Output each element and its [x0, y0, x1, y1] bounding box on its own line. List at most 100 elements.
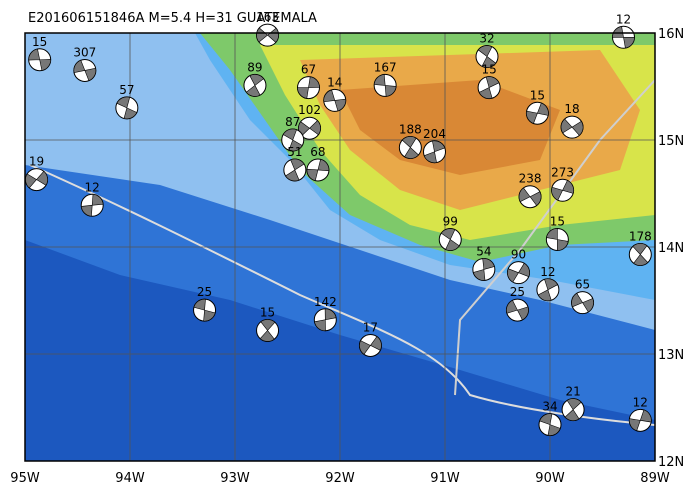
focal-mechanism: 67 [297, 63, 320, 100]
lat-tick-label: 14N [658, 241, 684, 256]
depth-label: 15 [260, 305, 275, 319]
depth-label: 167 [374, 60, 397, 74]
focal-mechanism: 15 [545, 215, 569, 252]
depth-label: 15 [530, 88, 545, 102]
compression-quadrant [314, 308, 337, 332]
focal-mechanism: 87 [281, 115, 305, 152]
focal-mechanism: 273 [551, 165, 575, 202]
depth-label: 15 [481, 63, 496, 77]
depth-label: 178 [629, 229, 652, 243]
focal-mechanism: 102 [298, 103, 322, 140]
lon-tick-label: 94W [115, 471, 145, 486]
focal-mechanism: 18 [560, 102, 584, 139]
compression-quadrant [323, 89, 347, 112]
compression-quadrant [526, 102, 549, 124]
focal-mechanism: 12 [612, 12, 635, 49]
depth-label: 238 [519, 172, 542, 186]
compression-quadrant [507, 262, 530, 283]
depth-label: 18 [564, 102, 579, 116]
focal-mechanism: 65 [571, 278, 595, 315]
focal-mechanism: 163 [256, 10, 280, 47]
compression-quadrant [571, 292, 594, 313]
lon-tick-label: 91W [430, 471, 460, 486]
depth-label: 12 [85, 180, 100, 194]
depth-label: 67 [301, 63, 316, 77]
events: 12 32 15 15 18 167 188 204 273 238 15 178 54 90 65 25 15… [25, 10, 652, 437]
compression-quadrant [518, 187, 542, 206]
depth-label: 15 [32, 35, 47, 49]
compression-quadrant [259, 319, 276, 342]
focal-mechanism: 12 [628, 395, 652, 432]
lon-tick-label: 89W [640, 471, 670, 486]
compression-quadrant [472, 258, 495, 281]
compression-quadrant [193, 298, 216, 322]
depth-label: 15 [550, 215, 565, 229]
depth-label: 87 [285, 115, 300, 129]
compression-quadrant [537, 278, 559, 302]
compression-quadrant [256, 27, 279, 43]
depth-label: 188 [399, 122, 422, 136]
focal-mechanism: 89 [243, 60, 267, 97]
depth-label: 51 [287, 145, 302, 159]
compression-quadrant [116, 96, 138, 120]
compression-quadrant [560, 118, 584, 136]
focal-mechanism: 12 [80, 180, 104, 217]
lat-tick-label: 12N [658, 455, 684, 470]
lon-tick-label: 95W [10, 471, 40, 486]
focal-mechanism: 15 [28, 35, 52, 72]
lat-tick-label: 16N [658, 27, 684, 42]
lon-tick-label: 92W [325, 471, 355, 486]
focal-mechanism: 99 [438, 215, 462, 252]
focal-mechanism: 51 [283, 145, 307, 182]
compression-quadrant [546, 228, 569, 251]
lon-tick-label: 93W [220, 471, 250, 486]
compression-quadrant [80, 193, 104, 217]
focal-mechanism: 54 [472, 244, 496, 281]
depth-label: 57 [119, 83, 134, 97]
compression-quadrant [245, 74, 265, 97]
frame [24, 32, 656, 462]
compression-quadrant [306, 158, 330, 181]
depth-label: 142 [314, 295, 337, 309]
compression-quadrant [629, 409, 652, 432]
lat-tick-label: 13N [658, 348, 684, 363]
focal-mechanism: 25 [193, 285, 217, 322]
compression-quadrant [423, 140, 446, 164]
focal-mechanism: 57 [115, 83, 139, 120]
focal-mechanism: 17 [358, 320, 382, 357]
compression-quadrant [73, 59, 97, 82]
depth-label: 90 [511, 248, 526, 262]
compression-quadrant [359, 336, 382, 355]
lat-tick-label: 15N [658, 134, 684, 149]
depth-label: 68 [310, 145, 325, 159]
focal-mechanism: 25 [505, 285, 529, 322]
depth-label: 34 [542, 400, 557, 414]
depth-label: 12 [616, 12, 631, 26]
focal-mechanism: 19 [25, 155, 49, 192]
focal-mechanism: 307 [73, 45, 97, 82]
depth-label: 273 [551, 165, 574, 179]
compression-quadrant [440, 228, 460, 251]
focal-mechanism: 142 [313, 295, 337, 332]
depth-label: 25 [197, 285, 212, 299]
compression-quadrant [285, 158, 305, 182]
focal-mechanism: 14 [323, 75, 347, 112]
depth-label: 65 [575, 278, 590, 292]
focal-mechanism: 21 [561, 385, 585, 422]
depth-label: 12 [540, 265, 555, 279]
focal-mechanism: 15 [477, 63, 501, 100]
compression-quadrant [506, 299, 529, 321]
focal-mechanism: 90 [507, 248, 530, 285]
focal-mechanism: 32 [475, 32, 499, 69]
depth-label: 204 [423, 127, 446, 141]
focal-mechanism: 68 [306, 145, 330, 182]
compression-quadrant [297, 76, 320, 99]
focal-mechanism: 12 [536, 265, 560, 302]
compression-quadrant [564, 398, 582, 421]
depth-label: 32 [479, 32, 494, 46]
compression-quadrant [612, 26, 635, 49]
focal-mechanism: 188 [398, 122, 422, 159]
compression-quadrant [632, 243, 649, 266]
depth-label: 54 [476, 244, 491, 258]
